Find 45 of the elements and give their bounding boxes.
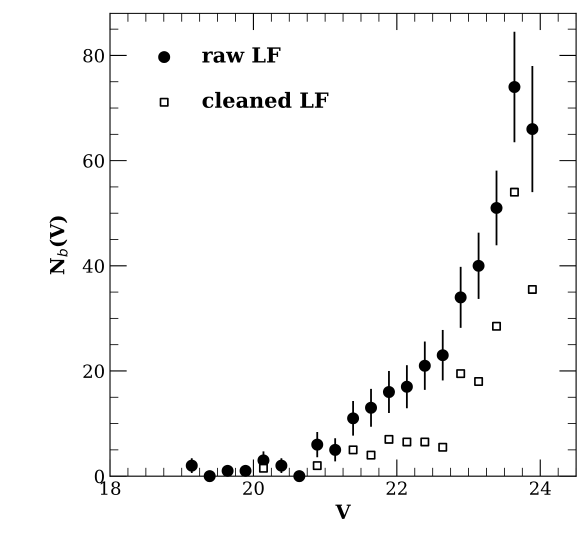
x-tick-label: 20 (243, 481, 264, 495)
point (472, 260, 485, 272)
point (348, 445, 358, 454)
point (436, 349, 449, 362)
point (275, 460, 288, 472)
x-tick-label: 24 (530, 481, 551, 495)
point (312, 461, 322, 470)
point (418, 360, 431, 372)
y-tick-label: 20 (83, 364, 104, 378)
point (508, 81, 520, 93)
point (186, 460, 198, 472)
point (347, 412, 360, 424)
legend-label: raw LF (202, 47, 280, 63)
x-tick-label: 18 (100, 481, 120, 495)
point (384, 434, 394, 444)
point (365, 402, 378, 414)
point (258, 464, 268, 473)
x-tick-label: 22 (386, 481, 407, 495)
legend-label: cleaned LF (202, 92, 328, 108)
y-tick-label: 0 (94, 470, 104, 484)
y-tick-label: 80 (83, 48, 104, 63)
point (528, 284, 537, 294)
point (329, 444, 342, 456)
y-tick-label: 60 (83, 154, 104, 168)
point (400, 380, 413, 393)
point (222, 464, 234, 477)
x-axis-title: V (335, 504, 351, 519)
point (402, 437, 412, 446)
point (438, 442, 448, 452)
point (293, 470, 306, 482)
point (240, 464, 252, 477)
y-axis-title: N$_{b}$(V) (49, 216, 68, 274)
point (420, 437, 430, 446)
point (526, 123, 538, 136)
point (510, 188, 519, 197)
point (454, 291, 467, 304)
point (474, 376, 484, 386)
point (456, 369, 466, 378)
point (490, 202, 502, 214)
point (204, 470, 216, 482)
y-tick-label: 40 (82, 259, 104, 273)
point (366, 450, 376, 460)
point (311, 438, 324, 451)
point (492, 322, 502, 331)
point (382, 386, 395, 398)
